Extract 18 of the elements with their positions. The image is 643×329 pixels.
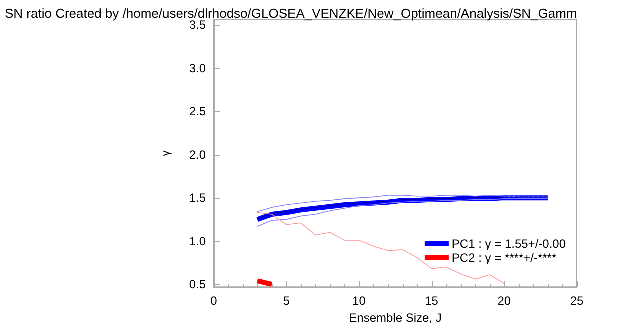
y-tick-label: 0.5: [189, 278, 206, 292]
y-tick-label: 3.0: [189, 61, 206, 76]
x-tick-label: 15: [425, 294, 439, 308]
legend-label: PC1 : γ = 1.55+/-0.00: [452, 237, 566, 251]
y-tick-label: 1.0: [189, 234, 206, 248]
y-tick-label: 2.5: [189, 104, 206, 119]
x-tick-label: 25: [570, 294, 584, 308]
y-tick-label: 3.5: [189, 18, 206, 32]
y-tick-label: 1.5: [189, 191, 206, 206]
x-tick-label: 5: [283, 294, 290, 308]
x-tick-label: 10: [352, 294, 366, 308]
x-tick-label: 20: [498, 294, 512, 308]
x-tick-label: 0: [210, 294, 218, 308]
chart-title: SN ratio Created by /home/users/dlrhodso/GLOSEA_VENZKE/New_Optimean/Analysis/SN_Gamm: [5, 6, 578, 21]
y-axis-title: γ: [160, 150, 172, 156]
legend-label: PC2 : γ = ****+/-****: [452, 251, 557, 265]
y-tick-label: 2.0: [189, 148, 206, 162]
x-axis-title: Ensemble Size, J: [349, 311, 442, 325]
